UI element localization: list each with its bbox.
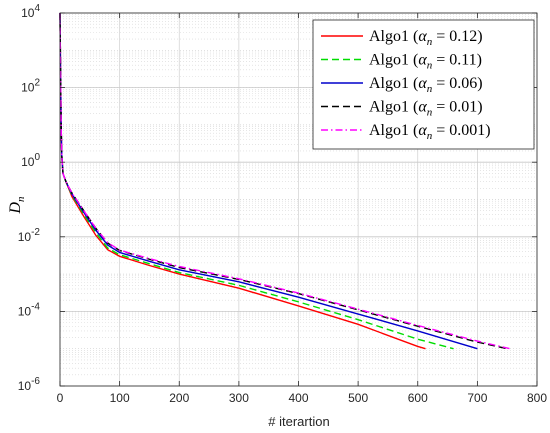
x-axis-label: # iterartion <box>268 414 329 429</box>
y-axis-label-sub: n <box>15 196 27 202</box>
legend-entry-1: Algo1 (αn = 0.12) <box>369 28 483 48</box>
y-tick-exponent: -6 <box>31 376 40 387</box>
y-tick-label: 10-4 <box>18 301 41 318</box>
y-tick-base: 10 <box>18 379 32 393</box>
y-axis-label-main: D <box>7 202 24 215</box>
y-tick-base: 10 <box>18 230 32 244</box>
y-tick-label: 104 <box>21 3 40 20</box>
y-tick-base: 10 <box>21 6 35 20</box>
legend-entry-2: Algo1 (αn = 0.11) <box>369 52 482 72</box>
series-lines <box>59 12 511 350</box>
x-tick-label: 400 <box>288 391 308 405</box>
x-tick-label: 0 <box>57 391 64 405</box>
y-tick-exponent: 2 <box>34 78 40 89</box>
x-tick-label: 200 <box>169 391 189 405</box>
legend: Algo1 (αn = 0.12) Algo1 (αn = 0.11) Algo1 … <box>312 19 535 150</box>
axis-ticks: 0 100 200 300 400 500 600 700 80010-610-410-2100… <box>18 3 548 405</box>
y-tick-exponent: -4 <box>31 301 40 312</box>
y-tick-exponent: -2 <box>31 227 40 238</box>
x-tick-label: 100 <box>110 391 130 405</box>
y-tick-label: 10-6 <box>18 376 41 393</box>
y-tick-base: 10 <box>21 155 35 169</box>
x-tick-label: 800 <box>527 391 547 405</box>
x-tick-label: 500 <box>348 391 368 405</box>
x-tick-label: 600 <box>408 391 428 405</box>
series-line-5 <box>59 12 511 350</box>
legend-entry-3: Algo1 (αn = 0.06) <box>369 75 483 95</box>
y-tick-label: 102 <box>21 78 40 95</box>
y-tick-base: 10 <box>18 304 32 318</box>
x-tick-label: 700 <box>467 391 487 405</box>
legend-entry-5: Algo1 (αn = 0.001) <box>369 122 491 142</box>
y-tick-label: 10-2 <box>18 227 41 244</box>
legend-entry-4: Algo1 (αn = 0.01) <box>369 99 483 119</box>
x-axis-label-text: # iterartion <box>268 414 329 429</box>
x-tick-label: 300 <box>229 391 249 405</box>
legend-box <box>312 19 535 150</box>
y-tick-exponent: 0 <box>34 152 40 163</box>
y-tick-base: 10 <box>21 81 35 95</box>
y-tick-label: 100 <box>21 152 40 169</box>
y-axis-label-text: Dn <box>7 196 27 215</box>
y-axis-label: Dn <box>7 196 27 215</box>
y-tick-exponent: 4 <box>34 3 40 14</box>
